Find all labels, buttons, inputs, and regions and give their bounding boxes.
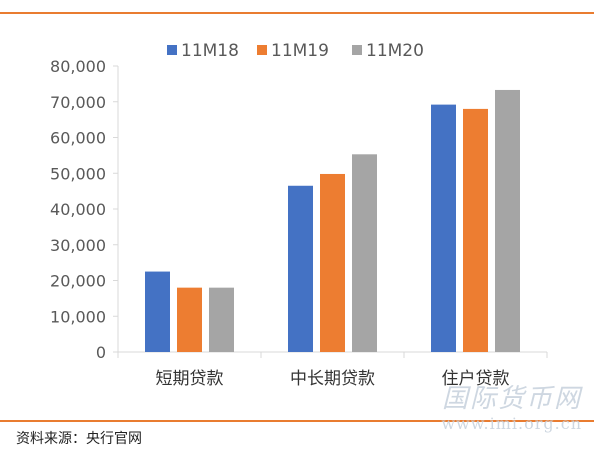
legend-swatch: [167, 45, 177, 55]
y-tick-label: 60,000: [50, 129, 106, 148]
bar: [288, 185, 313, 352]
y-tick-label: 0: [96, 343, 106, 362]
legend: 11M18 11M19 11M20: [167, 41, 424, 61]
bar: [177, 287, 202, 352]
bar: [463, 108, 488, 353]
y-tick-label: 20,000: [50, 272, 106, 291]
bar: [209, 287, 234, 352]
y-tick-label: 50,000: [50, 164, 106, 183]
source-note: 资料来源：央行官网: [16, 431, 142, 447]
legend-label: 11M18: [181, 41, 239, 61]
y-tick-label: 10,000: [50, 307, 106, 326]
legend-swatch: [352, 45, 362, 55]
bar: [145, 271, 170, 352]
bar: [431, 104, 456, 352]
legend-label: 11M19: [271, 41, 329, 61]
bar: [495, 89, 520, 352]
watermark-name: 国际货币网: [441, 384, 582, 414]
bar-chart: 11M18 11M19 11M20 0 10,000 20,000 30,000 40,00…: [50, 41, 548, 389]
watermark-logo: 国际货币网 www.imi.org.cn: [441, 384, 582, 434]
x-tick-label: 住户贷款: [442, 369, 510, 389]
bottom-rule: [0, 420, 594, 422]
top-rule: [0, 12, 594, 14]
bars: [145, 89, 520, 353]
legend-swatch: [257, 45, 267, 55]
y-tick-label: 30,000: [50, 236, 106, 255]
watermark-url: www.imi.org.cn: [441, 414, 582, 433]
y-axis: 0 10,000 20,000 30,000 40,000 50,000 60,000 70,…: [50, 57, 119, 362]
bar: [352, 154, 377, 352]
legend-label: 11M20: [366, 41, 424, 61]
bar: [320, 173, 345, 352]
y-tick-label: 40,000: [50, 200, 106, 219]
y-tick-label: 80,000: [50, 57, 106, 76]
x-tick-label: 短期贷款: [156, 369, 224, 389]
x-tick-label: 中长期贷款: [290, 369, 375, 389]
y-tick-label: 70,000: [50, 93, 106, 112]
